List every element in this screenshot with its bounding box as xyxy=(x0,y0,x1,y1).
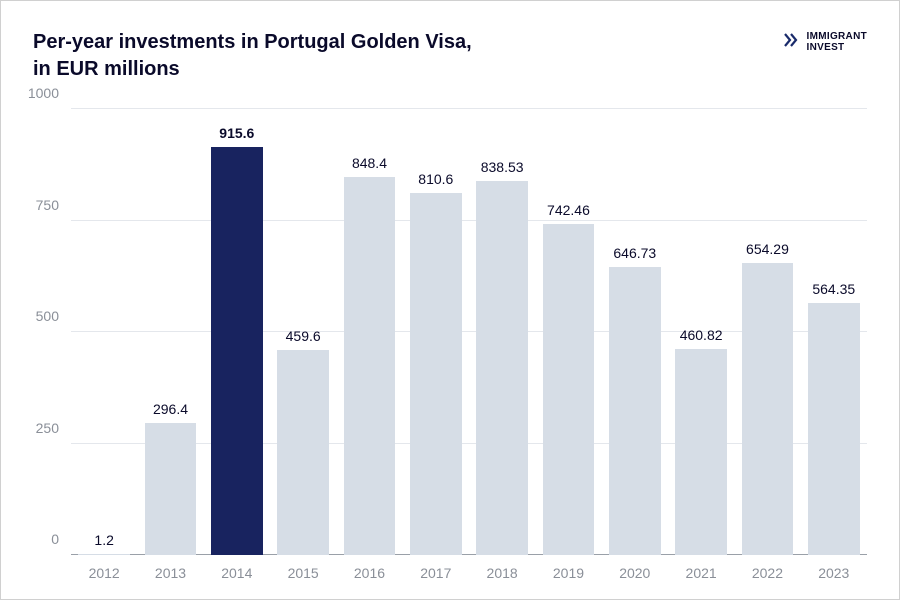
bar-slot: 654.29 xyxy=(734,109,800,555)
brand-text: IMMIGRANT INVEST xyxy=(807,32,867,53)
title-line-1: Per-year investments in Portugal Golden … xyxy=(33,29,472,56)
bar-value-label: 810.6 xyxy=(418,171,453,187)
bar xyxy=(609,267,661,555)
y-tick-label: 500 xyxy=(36,308,59,324)
y-tick-label: 1000 xyxy=(28,85,59,101)
bar xyxy=(410,193,462,555)
x-tick-label: 2019 xyxy=(535,565,601,581)
bar-slot: 838.53 xyxy=(469,109,535,555)
bar-slot: 459.6 xyxy=(270,109,336,555)
chart-container: Per-year investments in Portugal Golden … xyxy=(0,0,900,600)
x-tick-label: 2018 xyxy=(469,565,535,581)
x-tick-label: 2017 xyxy=(403,565,469,581)
bar-value-label: 1.2 xyxy=(94,532,113,548)
bar-value-label: 646.73 xyxy=(613,245,656,261)
bar-highlight xyxy=(211,147,263,555)
bar xyxy=(78,554,130,555)
bars-group: 1.2 296.4 915.6 459.6 848.4 810.6 838.53 742.46… xyxy=(71,109,867,555)
bar-slot: 646.73 xyxy=(602,109,668,555)
bar-slot: 564.35 xyxy=(801,109,867,555)
title-line-2: in EUR millions xyxy=(33,56,472,83)
bar-slot: 848.4 xyxy=(336,109,402,555)
x-tick-label: 2016 xyxy=(336,565,402,581)
bar xyxy=(543,224,595,555)
bar xyxy=(277,350,329,555)
bar-value-label: 915.6 xyxy=(219,125,254,141)
x-tick-label: 2023 xyxy=(801,565,867,581)
x-tick-label: 2021 xyxy=(668,565,734,581)
bar xyxy=(675,349,727,555)
bar xyxy=(145,423,197,555)
chart-title: Per-year investments in Portugal Golden … xyxy=(33,29,472,83)
bar-value-label: 848.4 xyxy=(352,155,387,171)
bar-value-label: 742.46 xyxy=(547,202,590,218)
brand-line-1: IMMIGRANT xyxy=(807,32,867,43)
bar-slot: 460.82 xyxy=(668,109,734,555)
bar-slot: 296.4 xyxy=(137,109,203,555)
chevron-icon xyxy=(783,31,801,54)
y-tick-label: 0 xyxy=(51,531,59,547)
x-tick-label: 2015 xyxy=(270,565,336,581)
bar xyxy=(808,303,860,555)
bar xyxy=(344,177,396,555)
x-tick-label: 2012 xyxy=(71,565,137,581)
y-tick-label: 750 xyxy=(36,197,59,213)
brand-logo: IMMIGRANT INVEST xyxy=(783,31,867,54)
brand-line-2: INVEST xyxy=(807,43,867,54)
bar-value-label: 838.53 xyxy=(481,159,524,175)
y-tick-label: 250 xyxy=(36,420,59,436)
bar xyxy=(742,263,794,555)
bar-value-label: 460.82 xyxy=(680,327,723,343)
header: Per-year investments in Portugal Golden … xyxy=(33,29,867,83)
bar-slot: 742.46 xyxy=(535,109,601,555)
bar xyxy=(476,181,528,555)
bar-slot: 915.6 xyxy=(204,109,270,555)
x-tick-label: 2014 xyxy=(204,565,270,581)
bar-slot: 810.6 xyxy=(403,109,469,555)
bar-value-label: 296.4 xyxy=(153,401,188,417)
bar-slot: 1.2 xyxy=(71,109,137,555)
x-axis: 2012201320142015201620172018201920202021… xyxy=(71,565,867,581)
chart-plot-area: 02505007501000 1.2296.4915.6459.6848.481… xyxy=(71,109,867,555)
bar-value-label: 459.6 xyxy=(286,328,321,344)
bar-value-label: 654.29 xyxy=(746,241,789,257)
x-tick-label: 2020 xyxy=(602,565,668,581)
x-tick-label: 2013 xyxy=(137,565,203,581)
x-tick-label: 2022 xyxy=(734,565,800,581)
bar-value-label: 564.35 xyxy=(812,281,855,297)
